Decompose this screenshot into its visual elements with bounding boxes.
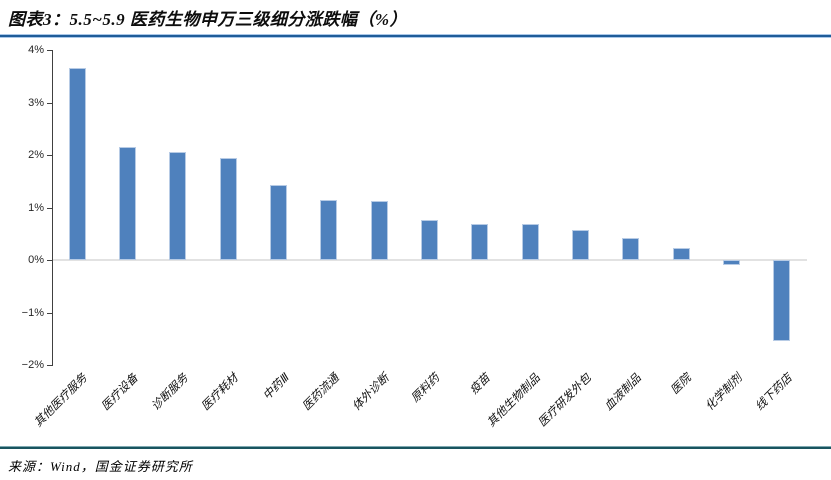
x-axis-label: 医疗设备 [99,372,141,414]
y-axis-tick [47,312,52,314]
y-axis-tick-label: −1% [21,306,44,319]
y-axis-tick-label: 0% [28,254,44,266]
y-axis-tick-label: 4% [28,44,44,56]
plot-area: 4% 3% 2% 1% 0% −1% −2% 其他医疗服务 医疗设备 诊断服务 医疗耗材 中药Ⅲ 医药流… [22,44,807,429]
x-axis-label: 疫苗 [467,372,493,397]
y-axis-tick [47,365,52,366]
bar [370,201,388,260]
x-axis-label: 医药流通 [300,372,342,414]
bar [471,224,489,260]
bar [320,199,338,260]
y-axis-line [52,50,53,366]
x-axis-label: 化学制剂 [703,372,745,414]
bar [119,147,136,260]
source-note: 来源：Wind，国金证券研究所 [8,459,193,474]
x-axis-label: 其他医疗服务 [32,372,90,430]
bar [672,248,690,260]
title-divider [0,34,831,38]
y-axis-tick [47,102,52,104]
x-axis-label: 其他生物制品 [485,372,543,430]
x-axis-label: 原料药 [409,372,443,406]
y-axis-tick-label: 3% [28,96,44,109]
y-axis-tick [47,207,52,209]
bar [773,260,791,342]
x-axis-label: 体外诊断 [350,372,392,414]
bar [68,68,86,260]
x-axis-label: 医疗研发外包 [535,372,594,430]
footer-divider [0,446,831,449]
x-axis-label: 线下药店 [753,372,795,414]
x-axis-label: 中药Ⅲ [260,372,292,403]
bar [572,229,589,260]
y-axis-tick-label: 2% [28,149,44,161]
zero-gridline [53,259,807,261]
x-axis-label: 医疗耗材 [199,372,241,414]
bar [219,157,237,260]
y-axis-tick-label: −2% [21,359,44,371]
x-axis-label: 诊断服务 [149,372,191,414]
y-axis-tick-label: 1% [28,201,44,214]
x-axis-label: 血液制品 [602,372,644,414]
y-axis-tick [47,260,52,261]
y-axis-tick [47,155,52,156]
bar [723,260,740,266]
bar [270,185,287,260]
figure-title: 图表3：5.5~5.9 医药生物申万三级细分涨跌幅（%） [8,10,408,29]
bar [421,219,438,260]
x-axis-label: 医院 [669,372,694,397]
bar [622,237,640,260]
y-axis-tick [47,50,52,51]
bar [521,223,539,260]
bar [169,151,187,260]
